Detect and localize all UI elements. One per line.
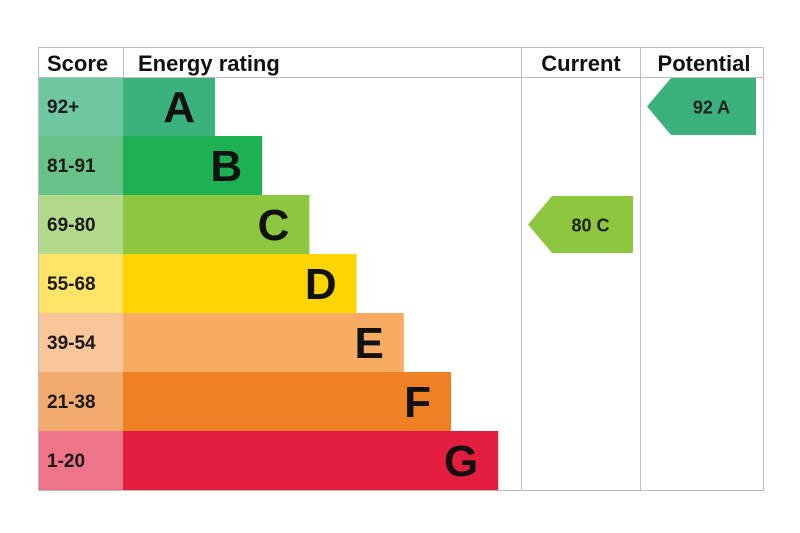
rating-letter-c: C bbox=[258, 201, 290, 250]
arrow-layer: 80 C 92 A bbox=[528, 78, 756, 253]
rating-letter-a: A bbox=[163, 83, 195, 132]
current-arrow-label: 80 C bbox=[571, 216, 609, 236]
score-label-g: 1-20 bbox=[47, 451, 85, 472]
score-label-f: 21-38 bbox=[47, 392, 96, 413]
score-label-d: 55-68 bbox=[47, 274, 96, 295]
score-label-b: 81-91 bbox=[47, 156, 96, 177]
score-cell-d bbox=[38, 254, 123, 313]
score-cell-b bbox=[38, 136, 123, 195]
score-cell-c bbox=[38, 195, 123, 254]
score-cell-g bbox=[38, 431, 123, 490]
rating-bar-a bbox=[123, 77, 215, 136]
header-score: Score bbox=[47, 51, 108, 76]
score-cell-a bbox=[38, 77, 123, 136]
header-layer: Score Energy rating Current Potential bbox=[47, 51, 750, 76]
rating-letter-b: B bbox=[210, 142, 242, 191]
potential-arrow bbox=[647, 78, 756, 135]
rating-letter-e: E bbox=[354, 319, 383, 368]
rating-letter-f: F bbox=[404, 378, 431, 427]
header-energy-rating: Energy rating bbox=[138, 51, 280, 76]
bands-layer: 92+ A 81-91 B 69-80 C 55-68 D 39-54 E 21-38 F 1-20 G bbox=[38, 77, 499, 490]
rating-bar-b bbox=[123, 136, 263, 195]
rating-bar-d bbox=[123, 254, 357, 313]
potential-arrow-label: 92 A bbox=[693, 98, 730, 118]
score-label-a: 92+ bbox=[47, 97, 79, 118]
rating-bar-f bbox=[123, 372, 451, 431]
grid-layer bbox=[38, 47, 764, 491]
rating-bar-g bbox=[123, 431, 499, 490]
rating-letter-g: G bbox=[444, 437, 478, 486]
score-label-c: 69-80 bbox=[47, 215, 96, 236]
header-current: Current bbox=[541, 51, 621, 76]
rating-bar-c bbox=[123, 195, 310, 254]
header-potential: Potential bbox=[658, 51, 751, 76]
score-cell-f bbox=[38, 372, 123, 431]
rating-bar-e bbox=[123, 313, 404, 372]
current-arrow bbox=[528, 196, 633, 253]
rating-letter-d: D bbox=[305, 260, 337, 309]
chart-frame bbox=[38, 47, 764, 491]
score-cell-e bbox=[38, 313, 123, 372]
score-label-e: 39-54 bbox=[47, 333, 96, 354]
